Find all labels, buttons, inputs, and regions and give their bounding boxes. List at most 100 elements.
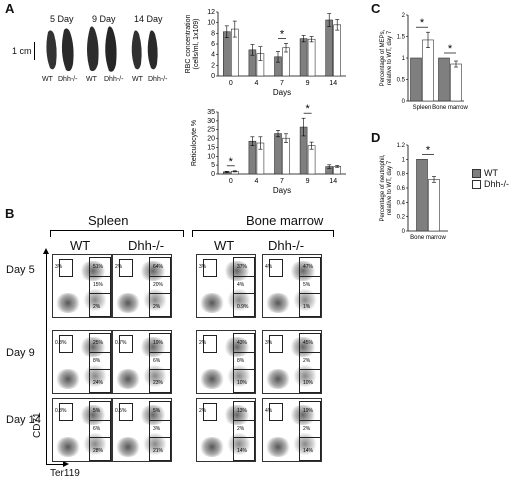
gate-i bbox=[269, 259, 283, 277]
day-label-9: 9 Day bbox=[92, 14, 116, 24]
y-tick-label: 2 bbox=[211, 62, 215, 69]
cd71-axis-arrow bbox=[43, 248, 49, 254]
gate-iv bbox=[149, 437, 171, 461]
y-tick-label: 5 bbox=[211, 162, 215, 169]
y-tick-label: 20 bbox=[207, 136, 215, 143]
panel-letter-c: C bbox=[371, 1, 381, 16]
geno-header-2: Dhh-/- bbox=[128, 238, 165, 253]
gate-iii-value: 8% bbox=[93, 358, 101, 364]
y-axis-label: relative to WT, day 7 bbox=[387, 30, 393, 85]
flow-plot: 3% 51% 15% 2% bbox=[52, 254, 112, 318]
y-tick-label: 30 bbox=[207, 118, 215, 125]
gate-iv bbox=[149, 369, 171, 393]
gate-i-value: 0.7% bbox=[115, 340, 127, 346]
y-axis-label: Reticulocyte % bbox=[191, 120, 198, 166]
flow-plot: 0.8% 5% 6% 28% bbox=[52, 398, 112, 462]
y-tick-label: 1 bbox=[402, 157, 406, 163]
gate-ii-value: 5% bbox=[153, 408, 161, 414]
gate-i bbox=[59, 335, 73, 353]
gate-i-value: 0.8% bbox=[55, 340, 67, 346]
gate-iv-value: 1% bbox=[303, 304, 311, 310]
bar-Dhh-/--9 bbox=[307, 145, 316, 175]
flow-plot: 3% 37% 4% 0.9% bbox=[196, 254, 256, 318]
y-tick-label: 0.5 bbox=[397, 78, 406, 84]
legend-swatch-wt bbox=[472, 168, 481, 178]
significance-star: * bbox=[280, 28, 285, 40]
scale-bar bbox=[34, 42, 35, 60]
y-tick-label: 1 bbox=[402, 56, 406, 62]
y-tick-label: 1.2 bbox=[397, 143, 406, 149]
gate-i bbox=[203, 259, 217, 277]
y-tick-label: 0 bbox=[211, 73, 215, 80]
gate-ii-value: 64% bbox=[153, 264, 164, 270]
geno-header-4: Dhh-/- bbox=[268, 238, 305, 253]
density-cloud-neg bbox=[199, 293, 225, 313]
panel-letter-d: D bbox=[371, 130, 381, 145]
scale-label: 1 cm bbox=[12, 46, 32, 56]
flow-plot: 0.7% 19% 6% 23% bbox=[112, 330, 172, 394]
bar-WT-7 bbox=[274, 133, 282, 175]
density-cloud-neg bbox=[115, 369, 141, 389]
bar-Dhh-/--Bone marrow bbox=[450, 63, 462, 102]
gate-i bbox=[119, 259, 133, 277]
photo-geno-ko-2: Dhh-/- bbox=[104, 76, 124, 83]
density-cloud-neg bbox=[265, 437, 291, 457]
category-label: Bone marrow bbox=[410, 235, 446, 241]
bar-Dhh-/--Bone marrow bbox=[428, 179, 440, 232]
y-tick-label: 0 bbox=[402, 99, 406, 105]
density-cloud-neg bbox=[265, 293, 291, 313]
gate-ii-value: 19% bbox=[303, 408, 314, 414]
gate-iv-value: 14% bbox=[237, 448, 248, 454]
legend-swatch-ko bbox=[472, 179, 481, 189]
spleen-9-ko bbox=[105, 26, 117, 72]
significance-star: * bbox=[229, 156, 234, 168]
gate-iv bbox=[299, 437, 321, 461]
bar-WT-0 bbox=[222, 31, 231, 77]
flow-plot: 0.5% 5% 3% 21% bbox=[112, 398, 172, 462]
panel-letter-a: A bbox=[5, 1, 15, 16]
category-label: Spleen bbox=[413, 105, 432, 111]
gate-ii-value: 19% bbox=[153, 340, 164, 346]
category-label: 4 bbox=[254, 80, 258, 87]
day-row-label-14: Day 14 bbox=[6, 414, 41, 426]
photo-geno-wt-3: WT bbox=[132, 76, 143, 83]
significance-star: * bbox=[305, 103, 310, 115]
flow-plot: 2% 64% 20% 2% bbox=[112, 254, 172, 318]
significance-star: * bbox=[448, 43, 453, 55]
gate-iv-value: 23% bbox=[153, 380, 164, 386]
spleen-14-wt bbox=[131, 30, 142, 70]
spleen-shapes bbox=[46, 26, 158, 72]
significance-star: * bbox=[426, 144, 431, 156]
day-label-5: 5 Day bbox=[50, 14, 74, 24]
gate-iii-value: 2% bbox=[237, 426, 245, 432]
ter119-axis-label: Ter119 bbox=[50, 468, 80, 479]
category-label: Bone marrow bbox=[432, 105, 468, 111]
category-label: 7 bbox=[280, 178, 284, 185]
y-tick-label: 0.2 bbox=[397, 215, 406, 221]
tissue-header-spleen: Spleen bbox=[88, 213, 129, 228]
gate-ii-value: 13% bbox=[237, 408, 248, 414]
y-tick-label: 35 bbox=[207, 109, 215, 116]
gate-i-value: 2% bbox=[199, 340, 207, 346]
density-cloud-neg bbox=[55, 437, 81, 457]
gate-iv-value: 28% bbox=[93, 448, 104, 454]
y-axis-label: RBC concentration bbox=[185, 15, 192, 74]
y-tick-label: 0.8 bbox=[397, 172, 406, 178]
x-axis-label: Days bbox=[273, 186, 291, 195]
neutrophil-chart: 0 0.2 0.4 0.6 0.8 1 1.2 Percentage of neutrophi… bbox=[380, 143, 448, 241]
density-cloud-neg bbox=[199, 369, 225, 389]
y-tick-label: 4 bbox=[211, 52, 215, 59]
category-label: 7 bbox=[280, 80, 284, 87]
cd71-axis-label: CD71 bbox=[32, 412, 43, 438]
density-cloud-neg bbox=[115, 293, 141, 313]
significance-star: * bbox=[420, 17, 425, 29]
bar-Dhh-/--Spleen bbox=[422, 39, 434, 102]
gate-ii-value: 25% bbox=[93, 340, 104, 346]
gate-ii-value: 37% bbox=[237, 264, 248, 270]
gate-ii-value: 5% bbox=[93, 408, 101, 414]
category-label: 14 bbox=[329, 80, 337, 87]
flow-plot: 4% 47% 5% 1% bbox=[262, 254, 322, 318]
geno-header-3: WT bbox=[214, 238, 235, 253]
gate-iii-value: 3% bbox=[153, 426, 161, 432]
gate-i-value: 2% bbox=[115, 264, 123, 270]
